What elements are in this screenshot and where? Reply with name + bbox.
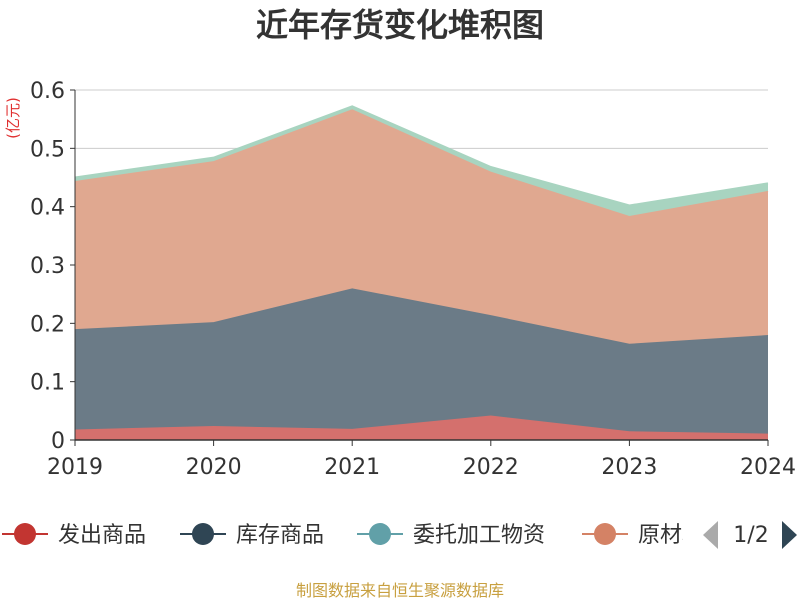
y-tick-label: 0 [51, 429, 65, 454]
area-series [75, 415, 768, 440]
y-tick-label: 0.6 [30, 79, 65, 104]
x-tick-label: 2023 [601, 455, 657, 480]
area-series-line [74, 108, 769, 218]
pager-prev-icon[interactable] [703, 521, 718, 549]
area-series [75, 109, 768, 344]
legend-label: 发出商品 [58, 523, 146, 548]
area-series [75, 288, 768, 434]
y-tick-label: 0.2 [30, 312, 65, 337]
area-series-line [74, 105, 769, 207]
series-areas [74, 105, 769, 440]
y-tick-label: 0.5 [30, 137, 65, 162]
chart-title: 近年存货变化堆积图 [256, 6, 544, 44]
legend-item[interactable]: 发出商品 [2, 523, 146, 548]
legend-item[interactable]: 库存商品 [180, 523, 324, 548]
pager-count: 1/2 [733, 523, 768, 548]
x-tick-label: 2022 [463, 455, 519, 480]
legend: 发出商品 库存商品 委托加工物资 原材料 [2, 523, 704, 548]
pager-next-icon[interactable] [782, 521, 797, 549]
x-tick-label: 2021 [324, 455, 380, 480]
x-tick-label: 2019 [47, 455, 103, 480]
legend-label: 库存商品 [236, 523, 324, 548]
legend-item[interactable]: 委托加工物资 [357, 523, 545, 548]
legend-marker [192, 523, 214, 545]
x-tick-label: 2020 [186, 455, 242, 480]
y-tick-label: 0.1 [30, 371, 65, 396]
legend-marker [14, 523, 36, 545]
y-tick-label: 0.3 [30, 254, 65, 279]
legend-marker [594, 523, 616, 545]
area-series [75, 106, 768, 216]
source-note: 制图数据来自恒生聚源数据库 [296, 581, 504, 600]
legend-label: 委托加工物资 [413, 523, 545, 548]
legend-pager: 1/2 [703, 521, 797, 549]
x-tick-label: 2024 [740, 455, 796, 480]
legend-item[interactable]: 原材料 [582, 523, 704, 548]
legend-marker [369, 523, 391, 545]
axes: 0 0.1 0.2 0.3 0.4 0.5 0.6 2019 2020 2021 2022 2023 2… [30, 79, 796, 480]
legend-label: 原材料 [638, 523, 704, 548]
y-axis-unit: (亿元) [4, 97, 22, 139]
y-tick-label: 0.4 [30, 196, 65, 221]
